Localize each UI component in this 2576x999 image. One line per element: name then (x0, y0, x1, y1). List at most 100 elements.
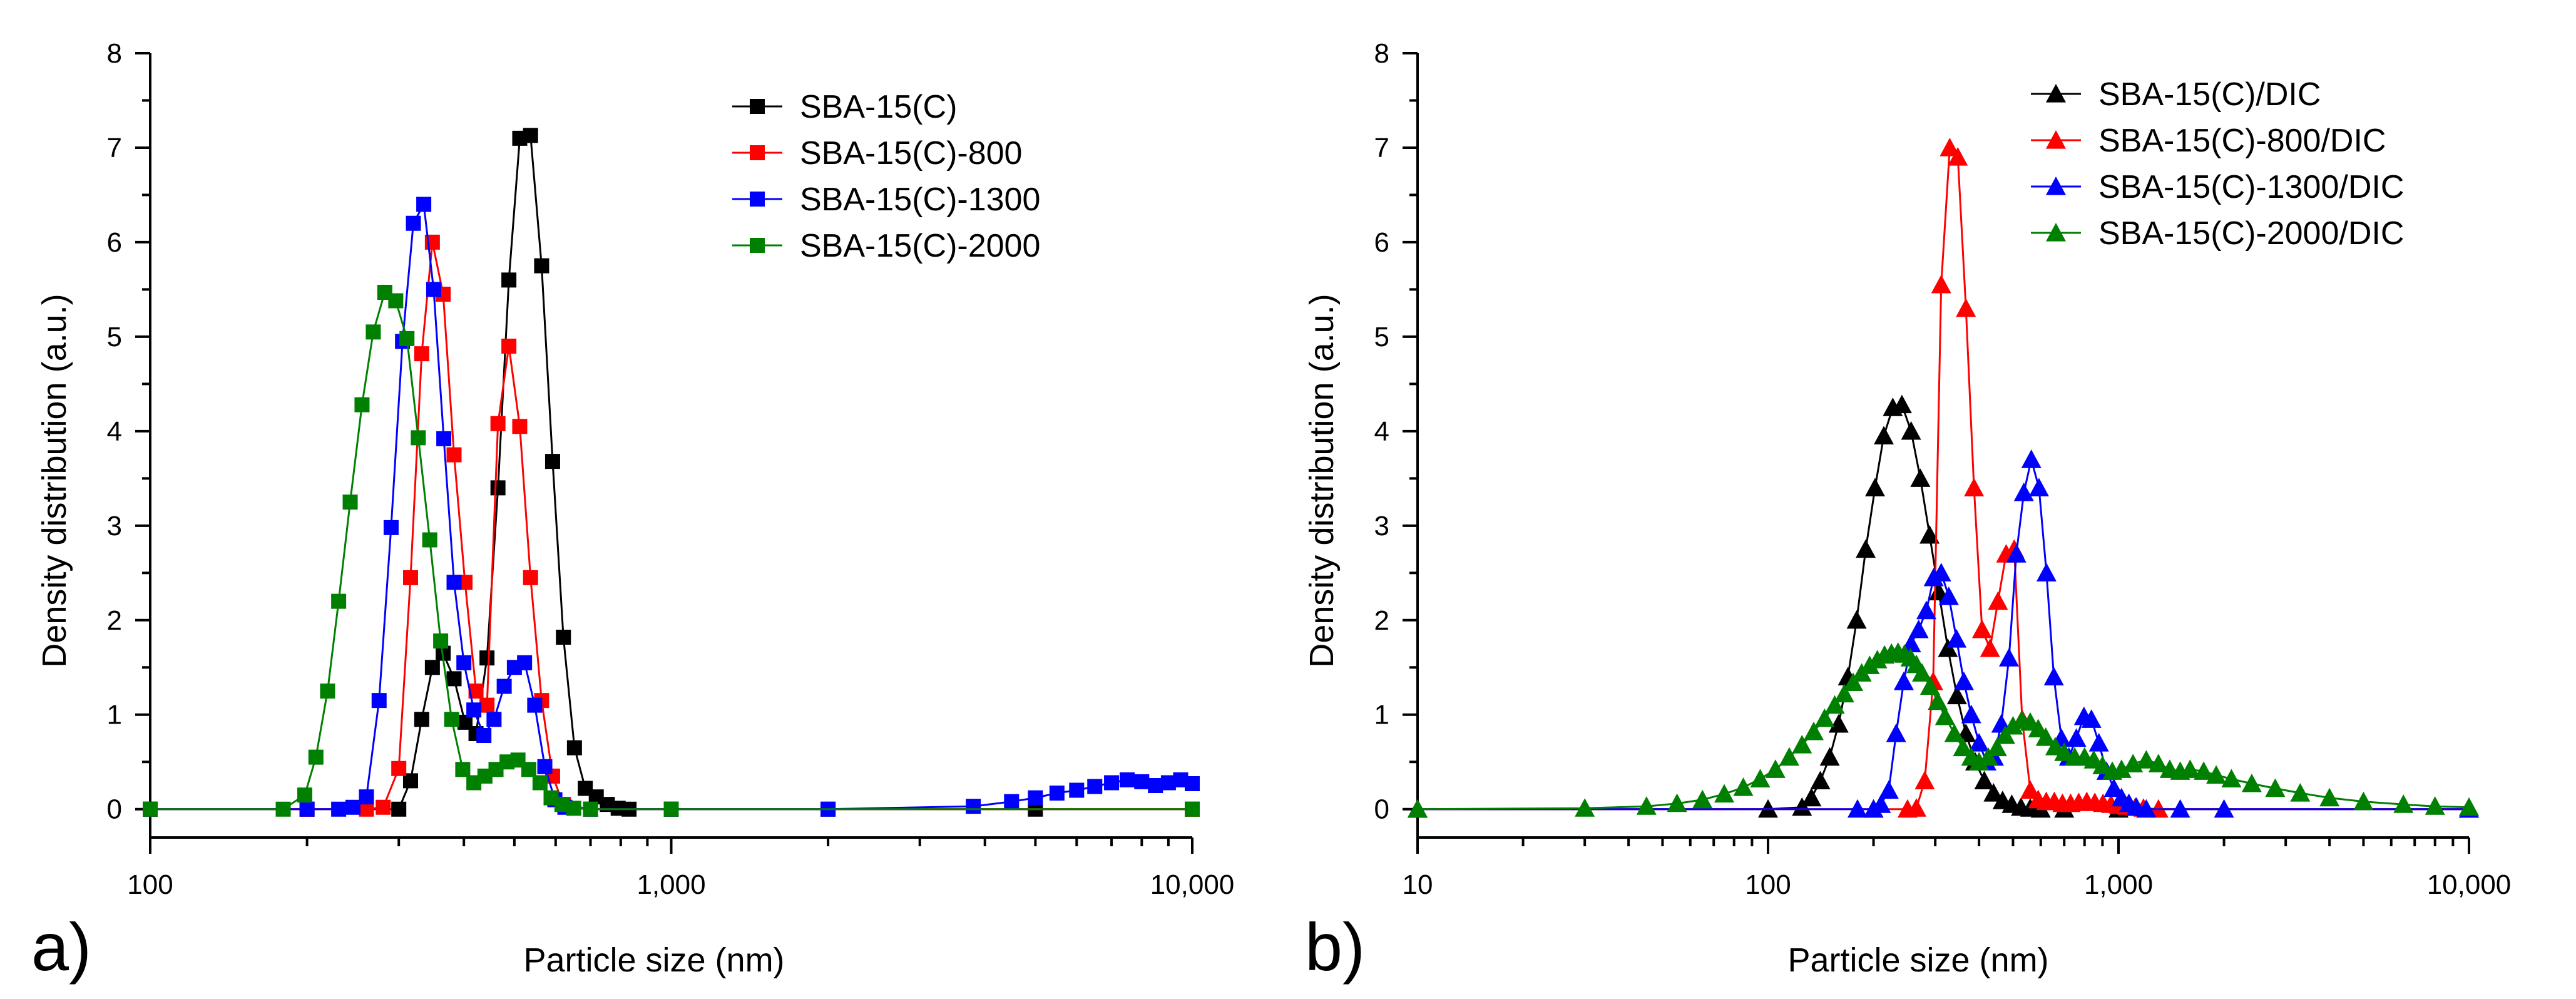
panel-b-data-point (2319, 787, 2340, 807)
panel-b-data-point (2092, 756, 2113, 774)
panel-a-legend-item: SBA-15(C) (732, 89, 957, 125)
panel-b-axes: 0 1 2 3 4 5 6 7 8 10 100 1,000 10,000 (1374, 38, 2512, 900)
panel-a-data-point (414, 712, 429, 727)
panel-b-data-point (1733, 777, 1754, 796)
panel-b-data-point (2006, 544, 2027, 563)
panel-b-data-point (2265, 778, 2286, 797)
panel-b-data-point (1878, 780, 1899, 799)
panel-b-legend-item: SBA-15(C)/DIC (2031, 76, 2321, 113)
panel-a-data-point (414, 346, 429, 362)
panel-a-data-point (331, 801, 347, 817)
panel-b-data-point (1874, 426, 1894, 445)
panel-b-data-point (1956, 298, 1976, 317)
panel-a-data-point (523, 128, 538, 143)
panel-b-y-tick-label: 6 (1374, 227, 1389, 258)
panel-b-data-point (1916, 600, 1937, 620)
panel-b-data-point (1792, 797, 1812, 816)
panel-b-legend-label: SBA-15(C)/DIC (2098, 76, 2321, 113)
panel-a: a) Particle size (nm) Density distributi… (31, 38, 1234, 985)
panel-b-data-point (2088, 733, 2109, 752)
panel-a-data-point (143, 801, 158, 817)
panel-a-data-point (406, 215, 421, 231)
panel-b-data-point (1995, 725, 2015, 744)
panel-a-data-point (345, 799, 360, 815)
panel-a-data-point (966, 799, 981, 814)
panel-b-data-point (1948, 147, 1968, 166)
panel-a-legend-label: SBA-15(C) (800, 89, 957, 125)
panel-b-y-tick-label: 4 (1374, 416, 1389, 447)
panel-a-data-point (663, 801, 679, 817)
panel-b-series (1408, 137, 2479, 818)
panel-a-data-point (534, 258, 549, 274)
panel-b-y-axis-title: Density distribution (a.u.) (1303, 294, 1341, 667)
panel-b-data-point (1408, 799, 1428, 818)
panel-a-x-tick-label: 10,000 (1150, 869, 1235, 900)
panel-b-data-point (2148, 754, 2169, 772)
panel-a-data-point (1185, 801, 1200, 817)
panel-a-data-point (299, 801, 315, 817)
panel-a-data-point (359, 801, 374, 817)
panel-b-y-tick-label: 2 (1374, 605, 1389, 636)
panel-a-data-point (566, 740, 582, 756)
panel-b-data-point (1999, 648, 2020, 667)
panel-b-data-point (1969, 752, 1990, 771)
panel-b-data-point (1974, 771, 1995, 790)
panel-b-data-point (1893, 671, 1914, 690)
panel-a-data-point (486, 712, 502, 727)
panel-b-data-point (1692, 789, 1713, 809)
panel-b-data-point (1906, 798, 1927, 817)
panel-a-data-point (365, 324, 381, 340)
panel-b-data-point (1843, 672, 1864, 692)
panel-a-data-point (583, 801, 598, 817)
panel-b-data-point (1953, 671, 1974, 690)
panel-b-data-point (2425, 796, 2445, 815)
panel-b-data-point (1953, 737, 1973, 757)
panel-b-data-point (2021, 449, 2042, 468)
panel-b-data-point (1946, 685, 1967, 705)
panel-b-data-point (1910, 468, 1931, 487)
panel-b-data-point (1575, 798, 1595, 817)
panel-b-data-point (1765, 759, 1786, 778)
panel-b-data-point (1969, 733, 1990, 752)
panel-a-data-point (496, 679, 512, 694)
panel-a-data-point (1028, 790, 1043, 806)
panel-a-data-point (566, 801, 581, 816)
panel-b-data-point (2081, 709, 2102, 728)
panel-a-legend-item: SBA-15(C)-1300 (732, 182, 1040, 218)
panel-a-legend-marker (750, 99, 765, 114)
panel-b-data-point (2054, 742, 2075, 761)
panel-a-data-point (468, 684, 484, 699)
panel-b-legend-label: SBA-15(C)-2000/DIC (2098, 215, 2404, 252)
panel-b-data-point (2103, 778, 2124, 797)
panel-b-data-point (1636, 796, 1657, 815)
panel-b-data-point (1828, 714, 1849, 733)
panel-b-data-point (2013, 482, 2034, 501)
panel-b-x-tick-label: 10 (1403, 869, 1433, 900)
panel-b-data-point (2066, 728, 2087, 747)
panel-a-data-point (556, 629, 571, 645)
panel-b-data-point (2136, 799, 2157, 818)
panel-a-y-tick-label: 4 (107, 416, 122, 447)
panel-a-data-point (446, 447, 462, 463)
panel-a-data-point (537, 759, 553, 774)
panel-b-data-point (2180, 759, 2200, 778)
panel-b-x-axis-title: Particle size (nm) (1787, 941, 2048, 979)
panel-a-y-tick-label: 5 (107, 322, 122, 352)
panel-b-data-point (1792, 735, 1812, 754)
panel-a-data-point (1069, 782, 1085, 798)
panel-a-series-3 (143, 284, 1200, 817)
panel-a-data-point (455, 762, 471, 777)
panel-b-data-point (1864, 478, 1885, 497)
panel-b-data-point (1871, 794, 1891, 813)
panel-a-data-point (376, 799, 391, 815)
panel-b-data-point (1891, 394, 1912, 414)
panel-a-data-point (331, 593, 347, 609)
panel-a-legend-marker (750, 145, 765, 160)
panel-b-data-point (2290, 783, 2311, 802)
panel-a-data-point (371, 693, 387, 709)
panel-b-data-point (1886, 723, 1906, 742)
panel-a-data-point (342, 494, 358, 510)
panel-b-y-tick-label: 8 (1374, 38, 1389, 69)
